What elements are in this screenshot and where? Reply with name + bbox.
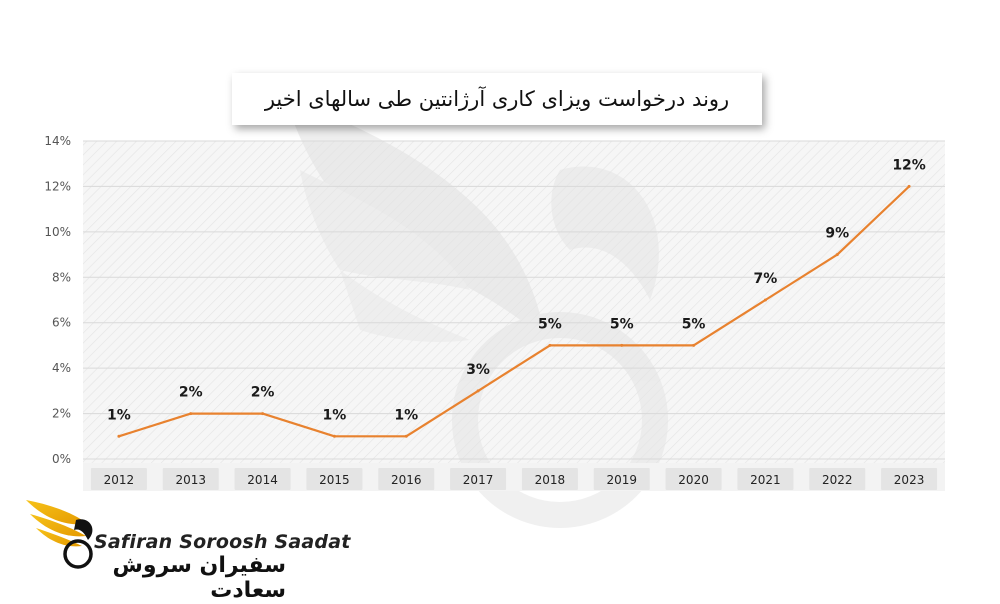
x-tick-box bbox=[450, 468, 507, 490]
x-tick-box bbox=[162, 468, 219, 490]
y-tick-label: 12% bbox=[44, 179, 71, 193]
data-labels: 1% 2% 2% 1% 1% 3% 5% 5% 5% 7% 9% 12% bbox=[107, 157, 926, 423]
chart-title: روند درخواست ویزای کاری آرژانتین طی ساله… bbox=[232, 73, 762, 125]
x-tick-box bbox=[665, 468, 722, 490]
x-tick-label: 2021 bbox=[750, 473, 781, 487]
x-tick-label: 2018 bbox=[535, 473, 566, 487]
x-tick-label: 2012 bbox=[104, 473, 135, 487]
x-axis-band bbox=[83, 463, 945, 491]
data-point bbox=[620, 343, 624, 347]
data-point bbox=[117, 434, 121, 438]
data-label: 5% bbox=[538, 316, 562, 332]
data-label: 1% bbox=[394, 407, 418, 423]
x-tick-box bbox=[90, 468, 147, 490]
data-point bbox=[332, 434, 336, 438]
data-point bbox=[189, 412, 193, 416]
x-tick-label: 2023 bbox=[894, 473, 925, 487]
x-tick-box bbox=[809, 468, 866, 490]
y-tick-label: 8% bbox=[52, 270, 71, 284]
data-label: 1% bbox=[107, 407, 131, 423]
data-label: 7% bbox=[754, 271, 778, 287]
winged-bird-watermark-icon bbox=[285, 95, 668, 528]
data-label: 5% bbox=[610, 316, 634, 332]
x-axis: 2012 2013 2014 2015 2016 2017 2018 2019 2020 2021… bbox=[83, 463, 945, 491]
data-label: 12% bbox=[892, 157, 926, 173]
data-point bbox=[404, 434, 408, 438]
x-tick-label: 2014 bbox=[247, 473, 278, 487]
brand-name-latin: Safiran Soroosh Saadat bbox=[94, 531, 351, 553]
series-line bbox=[118, 185, 910, 438]
data-label: 5% bbox=[682, 316, 706, 332]
x-tick-box bbox=[521, 468, 578, 490]
data-point bbox=[476, 389, 480, 393]
x-tick-label: 2022 bbox=[822, 473, 853, 487]
x-tick-label: 2015 bbox=[319, 473, 350, 487]
x-tick-label: 2020 bbox=[678, 473, 709, 487]
data-label: 3% bbox=[466, 362, 490, 378]
data-point bbox=[835, 253, 839, 257]
y-tick-label: 10% bbox=[44, 225, 71, 239]
x-tick-label: 2019 bbox=[606, 473, 637, 487]
data-label: 1% bbox=[323, 407, 347, 423]
y-tick-label: 2% bbox=[52, 407, 71, 421]
data-point bbox=[763, 298, 767, 302]
y-tick-label: 4% bbox=[52, 361, 71, 375]
data-point bbox=[548, 343, 552, 347]
x-tick-box bbox=[234, 468, 291, 490]
x-tick-box bbox=[737, 468, 794, 490]
series-group bbox=[117, 184, 911, 438]
x-tick-label: 2016 bbox=[391, 473, 422, 487]
y-axis: 0% 2% 4% 6% 8% 10% 12% 14% bbox=[44, 134, 71, 466]
data-label: 2% bbox=[179, 385, 203, 401]
x-tick-label: 2013 bbox=[175, 473, 206, 487]
data-point bbox=[692, 343, 696, 347]
y-tick-label: 0% bbox=[52, 452, 71, 466]
x-tick-label: 2017 bbox=[463, 473, 494, 487]
y-tick-label: 6% bbox=[52, 316, 71, 330]
winged-bird-logo-icon bbox=[26, 500, 93, 569]
data-point bbox=[261, 412, 265, 416]
data-label: 2% bbox=[251, 385, 275, 401]
x-tick-box bbox=[306, 468, 363, 490]
data-label: 9% bbox=[825, 226, 849, 242]
x-tick-box bbox=[881, 468, 938, 490]
data-point bbox=[907, 184, 911, 188]
x-tick-box bbox=[378, 468, 435, 490]
y-tick-label: 14% bbox=[44, 134, 71, 148]
x-tick-box bbox=[593, 468, 650, 490]
brand-name-persian: سفیران سروش سعادت bbox=[112, 553, 286, 603]
